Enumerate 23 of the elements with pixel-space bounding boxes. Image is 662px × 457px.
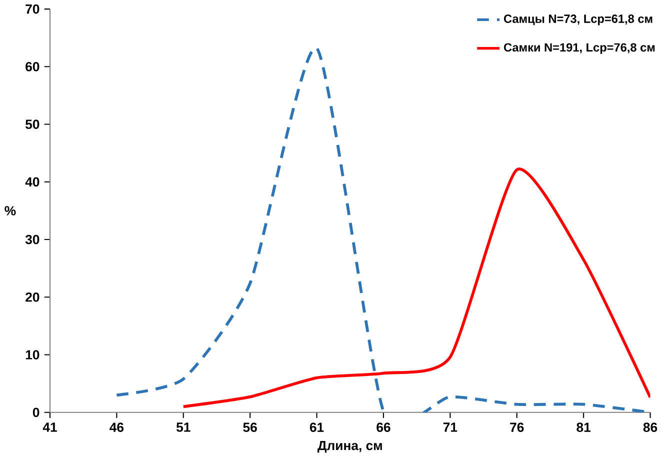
y-tick-label: 60 — [26, 62, 40, 72]
x-tick-label: 71 — [443, 422, 458, 432]
x-tick-label: 51 — [176, 422, 190, 432]
line-series — [182, 168, 650, 408]
x-tick-label: 86 — [643, 422, 658, 432]
x-tick-label: 41 — [42, 422, 57, 432]
y-tick-label: 30 — [25, 234, 40, 244]
x-tick-label: 76 — [510, 422, 524, 432]
legend-label: Самцы N=73, Lср=61,8 см — [504, 14, 652, 26]
y-tick-label: 50 — [26, 120, 40, 129]
x-tick-label: 61 — [310, 422, 324, 432]
x-tick-label: 66 — [376, 422, 390, 432]
x-tick-label: 46 — [110, 422, 124, 432]
x-tick-label: 81 — [576, 422, 591, 432]
y-tick-label: 20 — [26, 292, 40, 302]
y-tick-label: 40 — [25, 177, 40, 187]
y-axis-title: % — [4, 206, 16, 216]
y-tick-label: 0 — [32, 408, 40, 418]
y-tick-label: 10 — [26, 350, 40, 360]
x-tick-label: 56 — [243, 422, 257, 432]
x-axis-title: Длина, см — [318, 440, 382, 453]
legend-label: Самки N=191, Lср=76,8 см — [504, 43, 655, 54]
y-tick-label: 70 — [26, 4, 40, 14]
